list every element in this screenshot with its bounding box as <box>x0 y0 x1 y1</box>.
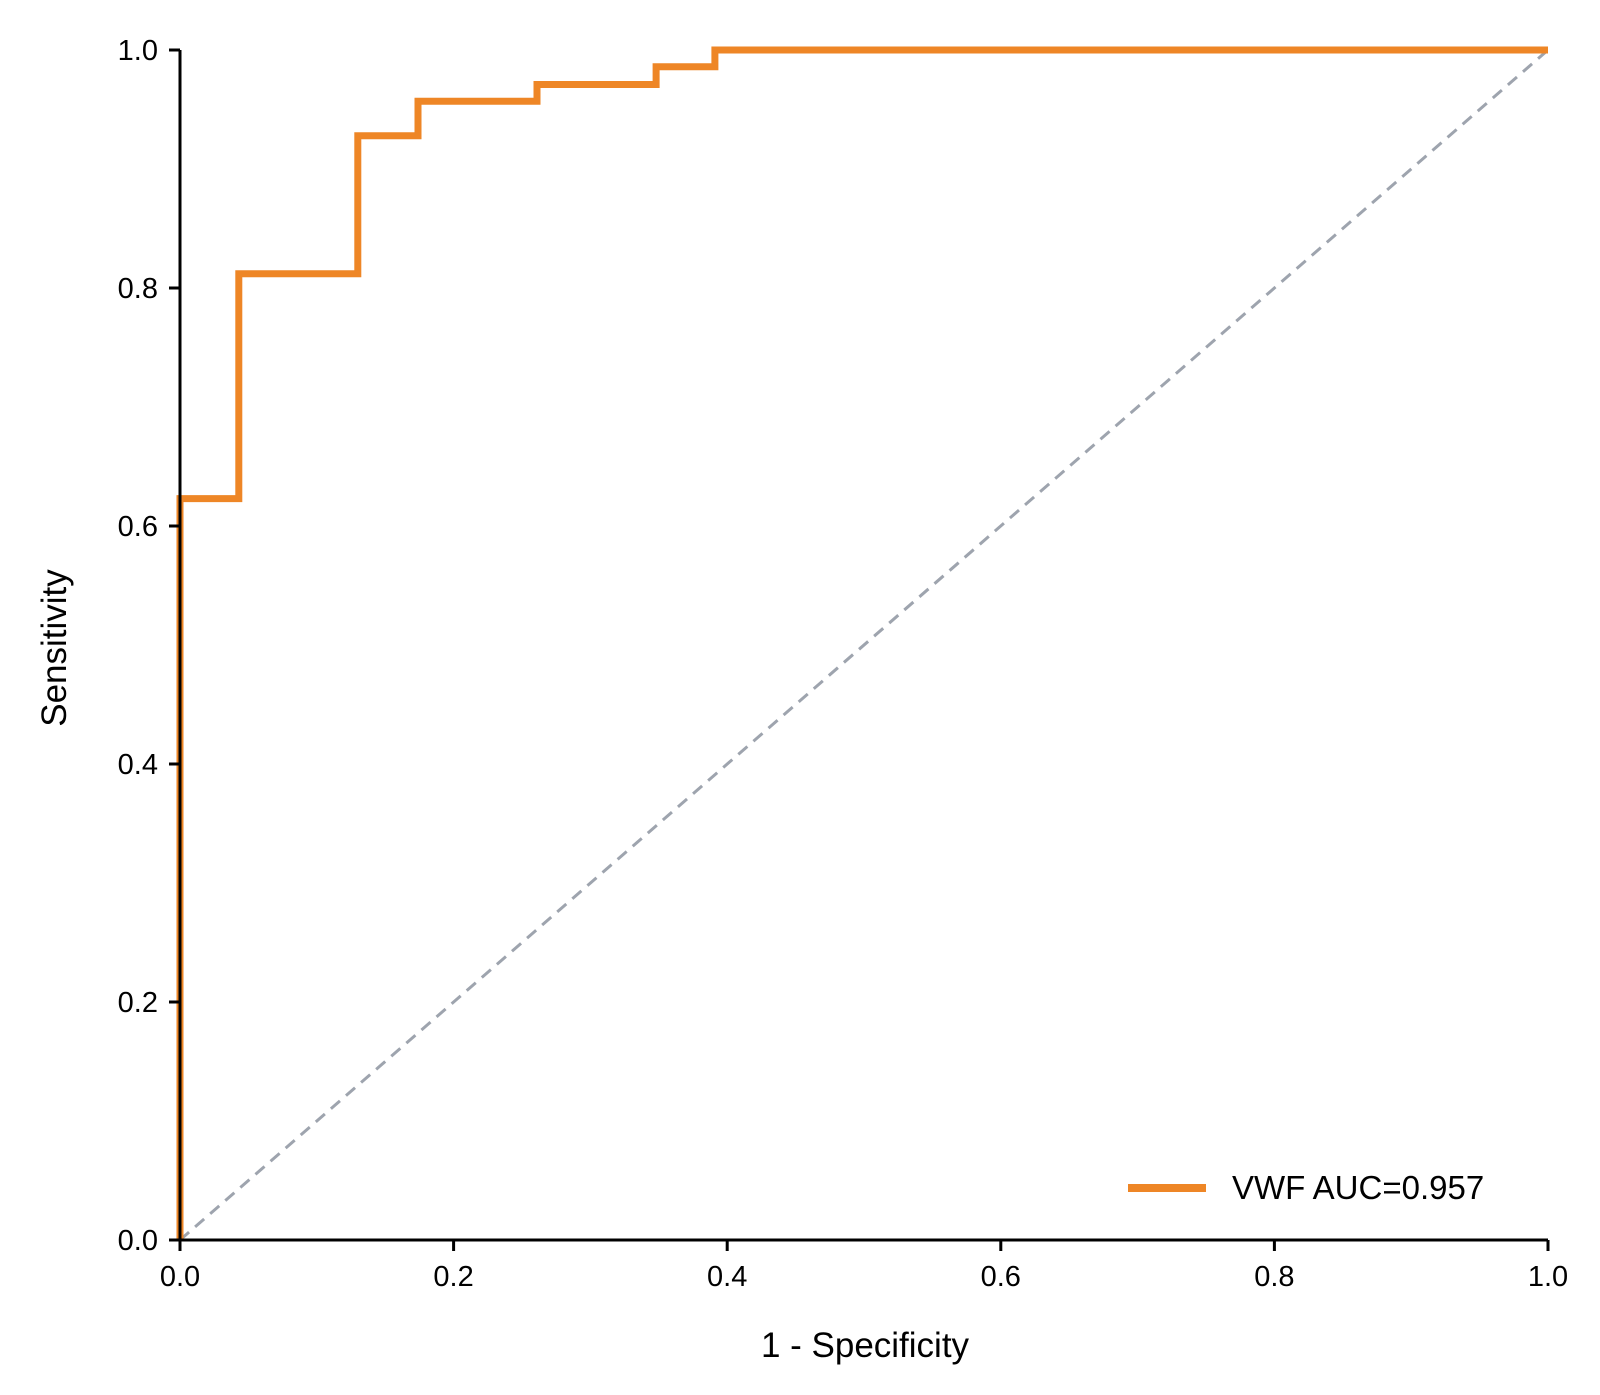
legend: VWF AUC=0.957 <box>1128 1169 1484 1206</box>
x-axis-ticks: 0.0 0.2 0.4 0.6 0.8 1.0 <box>160 1240 1568 1293</box>
x-axis-title: 1 - Specificity <box>761 1326 970 1365</box>
x-tick-label: 0.0 <box>160 1261 200 1293</box>
y-tick-label: 0.6 <box>118 511 158 543</box>
x-tick-label: 0.8 <box>1254 1261 1294 1293</box>
y-tick-label: 0.0 <box>118 1225 158 1257</box>
y-tick-label: 0.2 <box>118 987 158 1019</box>
axes <box>178 50 1548 1242</box>
legend-label-vwf: VWF AUC=0.957 <box>1232 1169 1484 1206</box>
y-axis-title: Sensitivity <box>35 569 74 727</box>
y-axis-ticks: 0.0 0.2 0.4 0.6 0.8 1.0 <box>118 35 180 1257</box>
reference-diagonal-line <box>179 48 1549 1242</box>
y-tick-label: 0.8 <box>118 273 158 305</box>
x-tick-label: 0.4 <box>707 1261 747 1293</box>
x-tick-label: 1.0 <box>1528 1261 1568 1293</box>
x-tick-label: 0.6 <box>981 1261 1021 1293</box>
plot-area <box>176 46 1549 1242</box>
y-tick-label: 1.0 <box>118 35 158 67</box>
x-tick-label: 0.2 <box>433 1261 473 1293</box>
y-tick-label: 0.4 <box>118 749 158 781</box>
roc-curve-vwf <box>176 46 1548 1240</box>
